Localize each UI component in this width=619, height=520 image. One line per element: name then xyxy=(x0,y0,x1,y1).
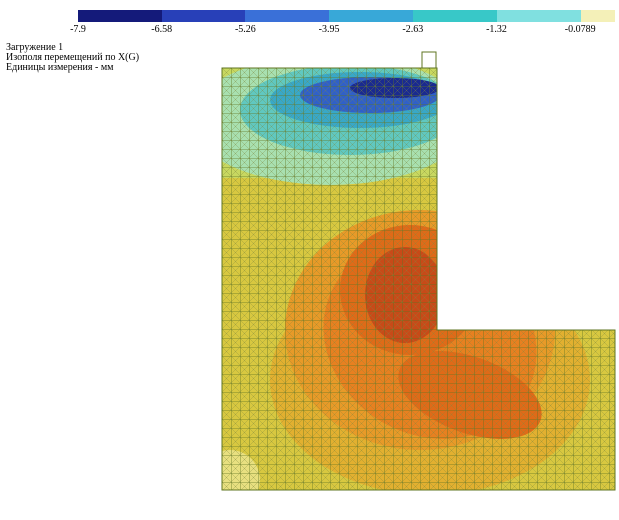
header-line: Единицы измерения - мм xyxy=(6,62,114,73)
isofield-view: -7.9 -6.58 -5.26 -3.95 -2.63 -1.32 -0.0789 Заг… xyxy=(0,0,619,520)
legend-label: -7.9 xyxy=(70,24,86,35)
legend-label: -2.63 xyxy=(402,24,423,35)
legend-label: -3.95 xyxy=(319,24,340,35)
legend-label: -1.32 xyxy=(486,24,507,35)
legend-label: -6.58 xyxy=(151,24,172,35)
legend-label: -5.26 xyxy=(235,24,256,35)
legend-label: -0.0789 xyxy=(565,24,596,35)
top-element xyxy=(422,52,436,68)
contour-field xyxy=(190,40,619,510)
color-legend: -7.9 -6.58 -5.26 -3.95 -2.63 -1.32 -0.0789 xyxy=(70,10,615,35)
